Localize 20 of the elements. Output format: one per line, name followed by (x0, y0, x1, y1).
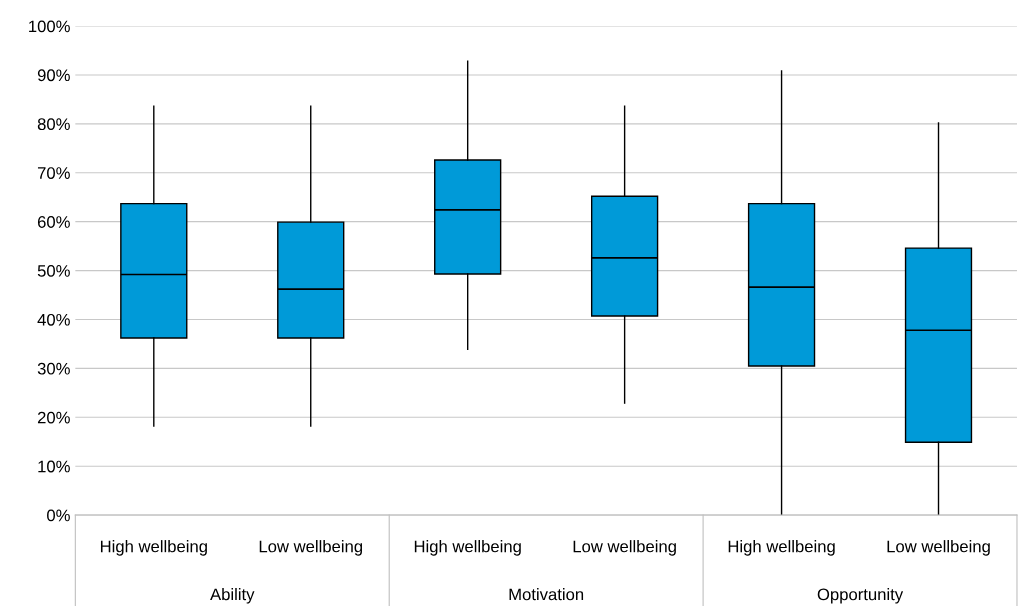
y-tick-label: 90% (37, 69, 70, 82)
y-tick-label: 50% (37, 264, 70, 277)
y-tick-label: 0% (47, 509, 70, 522)
text: Opportunity (817, 588, 904, 604)
x-tick-label: High wellbeing (100, 540, 207, 556)
x-tick-label: High wellbeing (414, 540, 521, 556)
x-tick-label: Low wellbeing (573, 540, 676, 556)
y-tick-label: 40% (37, 313, 70, 326)
x-tick-label: Low wellbeing (887, 540, 990, 556)
y-tick-label: 80% (37, 118, 70, 131)
y-tick-label: 30% (37, 362, 70, 375)
text: Motivation (509, 588, 584, 601)
y-tick-label: 100% (29, 20, 70, 33)
y-tick-label: 10% (38, 460, 70, 473)
y-tick-label: 20% (37, 411, 70, 424)
x-tick-label: Low wellbeing (259, 540, 363, 556)
x-tick-label: High wellbeing (728, 540, 835, 556)
y-tick-label: 60% (37, 216, 70, 228)
y-tick-label: 70% (37, 167, 70, 179)
text: Ability (210, 588, 255, 604)
